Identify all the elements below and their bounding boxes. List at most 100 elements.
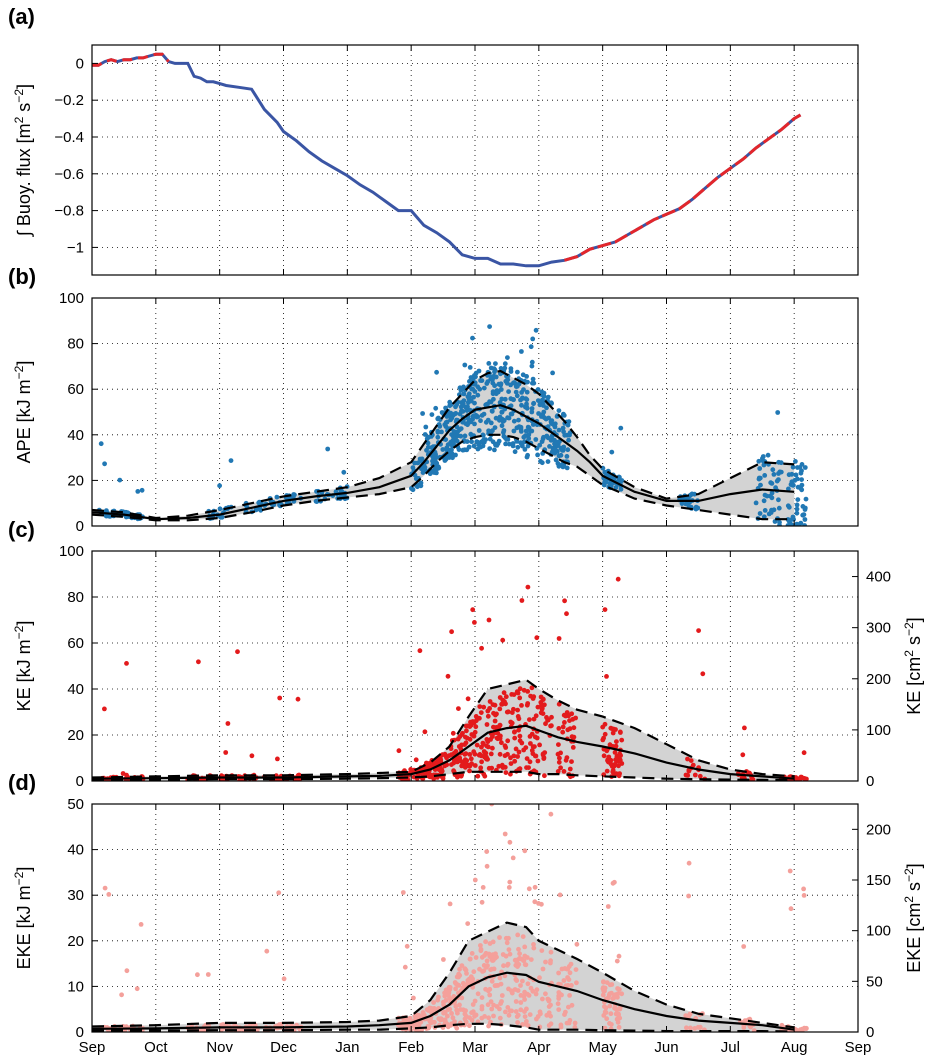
dot-3-7-25 xyxy=(569,1002,575,1008)
dot-2-10-14 xyxy=(746,770,751,776)
dot-1-5-133 xyxy=(470,386,476,392)
dot-1-10-6 xyxy=(770,467,776,473)
dot-3-5-8 xyxy=(459,963,465,968)
dot-1-6-85 xyxy=(528,344,534,350)
dot-3-5-146 xyxy=(470,1002,476,1007)
dot-1-5-170 xyxy=(449,454,454,460)
ytick-label-0-1: −0.2 xyxy=(54,92,84,109)
dot-2-7-27 xyxy=(570,745,576,750)
dot-3-5-133 xyxy=(497,935,502,940)
dot-2-5-69 xyxy=(492,702,498,708)
dot-3-6-118 xyxy=(515,1020,520,1025)
dot-3-6-116 xyxy=(503,1009,508,1015)
dot-3-5-132 xyxy=(491,966,497,972)
dot-1-6-76 xyxy=(488,420,494,426)
ytick-label-0-3: −0.6 xyxy=(54,166,84,183)
y2tick-label-2-0: 0 xyxy=(866,773,874,790)
dot-3-6-77 xyxy=(510,855,516,861)
dot-1-10-14 xyxy=(771,507,777,513)
month-label-9: Jun xyxy=(654,1039,678,1056)
dot-1-6-187 xyxy=(503,441,508,447)
dot-1-5-116 xyxy=(442,458,448,463)
dot-2-7-0 xyxy=(557,755,562,761)
dot-2-5-96 xyxy=(473,724,479,730)
dot-2-6-13 xyxy=(527,717,532,722)
dot-1-6-149 xyxy=(526,436,532,441)
dot-2-6-47 xyxy=(512,735,518,741)
dot-1-11-49 xyxy=(802,507,808,512)
ytick-label-0-2: −0.4 xyxy=(54,129,84,146)
ytick-label-0-4: −0.8 xyxy=(54,203,84,220)
dot-2-4-94 xyxy=(439,767,445,772)
dot-1-4-27 xyxy=(417,456,423,462)
dot-2-6-75 xyxy=(517,733,523,739)
panel-c-y2label: KE [cm2 s−2] xyxy=(902,617,924,714)
dot-3-6-109 xyxy=(515,932,521,938)
dot-1-5-57 xyxy=(454,438,460,444)
dot-3-8-10 xyxy=(615,986,620,991)
dot-2-6-46 xyxy=(524,756,530,761)
dot-3-7-10 xyxy=(567,970,573,976)
dot-1-4-18 xyxy=(422,432,428,437)
month-label-0: Sep xyxy=(79,1039,106,1056)
dot-3-8-44 xyxy=(601,988,607,994)
dot-1-6-218 xyxy=(504,436,509,442)
dot-3-9-2 xyxy=(684,1025,689,1031)
dot-1-5-124 xyxy=(462,362,468,368)
dot-2-7-1 xyxy=(556,742,561,747)
panel-d-ylabel: EKE [kJ m−2] xyxy=(12,867,34,970)
dot-2-8-51 xyxy=(614,739,619,744)
dot-3-7-15 xyxy=(567,993,572,998)
dot-2-4-68 xyxy=(442,751,448,757)
dot-2-5-113 xyxy=(454,759,460,765)
dot-2-6-34 xyxy=(516,749,522,755)
dot-2-10-6 xyxy=(740,752,746,758)
ytick-label-3-2: 20 xyxy=(67,933,84,950)
dot-1-10-39 xyxy=(762,508,768,513)
dot-2-3-24 xyxy=(295,696,301,702)
dot-3-6-16 xyxy=(506,1012,512,1018)
dot-3-6-84 xyxy=(528,957,534,962)
lower-bound-2 xyxy=(92,770,795,781)
dot-3-5-26 xyxy=(478,943,483,948)
dot-3-6-80 xyxy=(546,1010,552,1016)
ytick-label-1-4: 80 xyxy=(67,336,84,353)
dot-1-7-67 xyxy=(560,425,566,431)
dot-3-9-10 xyxy=(686,893,691,899)
dot-3-6-69 xyxy=(534,987,540,993)
month-label-11: Aug xyxy=(781,1039,808,1056)
dot-3-4-119 xyxy=(414,1012,420,1018)
dot-1-6-147 xyxy=(526,425,532,431)
dot-2-4-87 xyxy=(396,748,402,754)
dot-1-7-118 xyxy=(561,444,567,450)
mean-line-3 xyxy=(92,971,795,1031)
dot-3-6-45 xyxy=(517,955,522,961)
dot-3-6-79 xyxy=(506,986,511,992)
dot-1-7-104 xyxy=(556,427,562,433)
dot-3-5-33 xyxy=(450,1015,456,1021)
dot-1-7-71 xyxy=(550,370,555,376)
dot-2-4-9 xyxy=(445,673,451,679)
dot-1-10-45 xyxy=(756,458,762,464)
dot-3-6-104 xyxy=(543,991,548,997)
dot-1-11-27 xyxy=(802,517,808,522)
dot-3-6-74 xyxy=(501,963,506,969)
dot-3-0-23 xyxy=(138,922,144,927)
dot-2-5-138 xyxy=(471,733,477,739)
dot-1-5-184 xyxy=(449,432,454,437)
dot-3-9-6 xyxy=(692,1026,698,1031)
dot-1-11-21 xyxy=(795,484,801,490)
dot-2-7-38 xyxy=(555,751,561,757)
dot-1-6-59 xyxy=(518,429,524,434)
dot-1-2-37 xyxy=(256,500,262,506)
dot-1-3-12 xyxy=(314,489,319,494)
dot-3-6-48 xyxy=(540,966,546,972)
dot-3-6-15 xyxy=(532,884,538,890)
dot-1-5-178 xyxy=(465,404,470,410)
dot-1-5-183 xyxy=(471,443,477,449)
dot-3-6-75 xyxy=(509,990,515,996)
dot-1-5-32 xyxy=(433,405,439,411)
panel-data-1 xyxy=(92,324,809,526)
dot-2-6-105 xyxy=(538,694,544,700)
dot-2-5-140 xyxy=(462,764,468,770)
